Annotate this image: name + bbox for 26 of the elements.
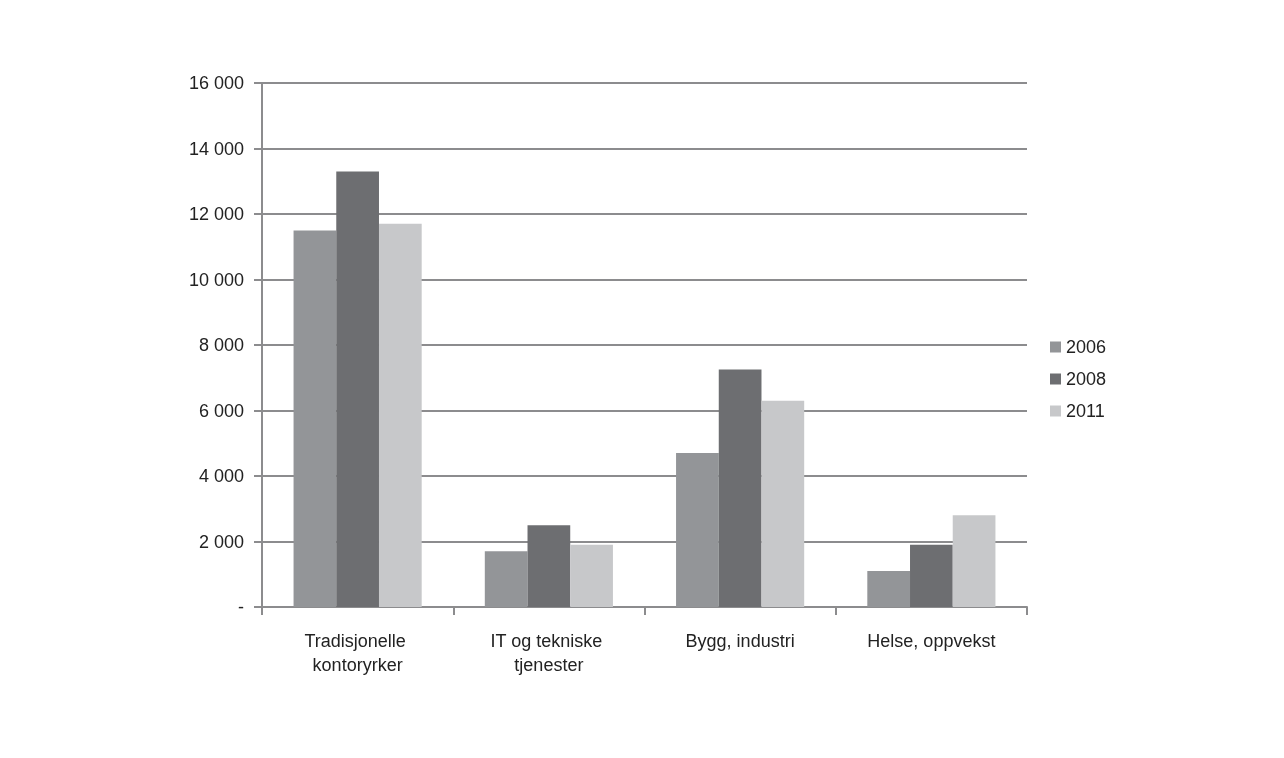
x-tick-label: Tradisjonelle kontoryrker (304, 631, 411, 675)
bar (952, 515, 996, 607)
y-tick-label: 8 000 (198, 335, 244, 355)
y-tick-label: 6 000 (198, 400, 244, 421)
x-tick-label: Bygg, industri (685, 631, 795, 651)
y-tick-label: 16 000 (188, 73, 244, 93)
x-tick-label: IT og tekniske tjenester (490, 631, 608, 675)
y-tick-label: 14 000 (188, 138, 244, 159)
x-tick-label: Helse, oppvekst (867, 631, 996, 651)
y-tick-label: 4 000 (198, 466, 244, 486)
bar (336, 171, 379, 607)
bar (484, 551, 528, 607)
y-tick-label: 2 000 (198, 531, 244, 552)
y-tick-label: 12 000 (188, 204, 244, 224)
bar (378, 223, 422, 607)
bar (910, 544, 953, 607)
bar (718, 369, 762, 607)
bar (761, 400, 805, 607)
y-tick-label: - (238, 597, 244, 617)
legend-label: 2008 (1066, 369, 1107, 389)
bar (867, 570, 911, 607)
legend-label: 2006 (1066, 337, 1107, 357)
y-tick-label: 10 000 (188, 269, 244, 290)
bar (570, 544, 613, 607)
bar (527, 525, 571, 607)
legend-label: 2011 (1066, 401, 1105, 421)
